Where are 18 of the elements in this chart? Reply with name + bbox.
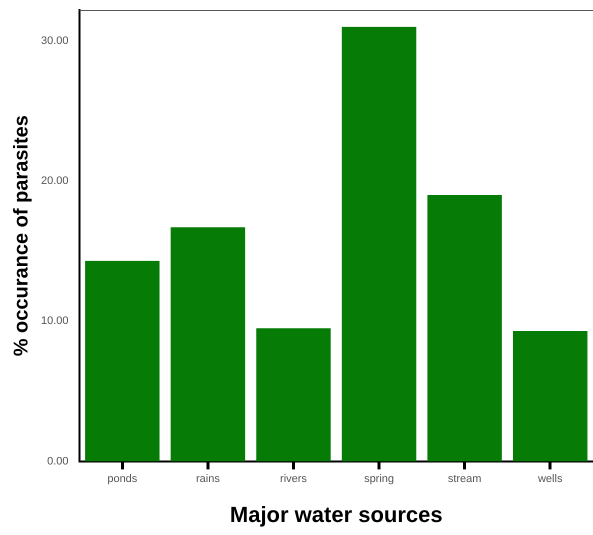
bar	[170, 227, 246, 462]
y-tick-label: 30.00	[40, 34, 69, 47]
y-tick-label: 20.00	[40, 175, 69, 188]
x-tick-label: rivers	[280, 473, 308, 486]
bar	[85, 260, 160, 462]
x-tick-label: wells	[536, 473, 563, 486]
x-tick-label: rains	[196, 473, 220, 486]
bar	[427, 195, 502, 462]
x-axis-title: Major water sources	[230, 502, 443, 527]
bar	[342, 26, 416, 462]
y-axis-title: % occurance of parasites	[10, 115, 33, 356]
y-tick-label: 0.00	[47, 455, 69, 468]
y-tick-label: 10.00	[40, 315, 69, 328]
x-tick-label: spring	[364, 473, 394, 486]
x-tick-label: stream	[448, 473, 482, 486]
bar	[256, 328, 331, 462]
bar	[512, 331, 588, 462]
x-tick-label: ponds	[107, 473, 138, 486]
